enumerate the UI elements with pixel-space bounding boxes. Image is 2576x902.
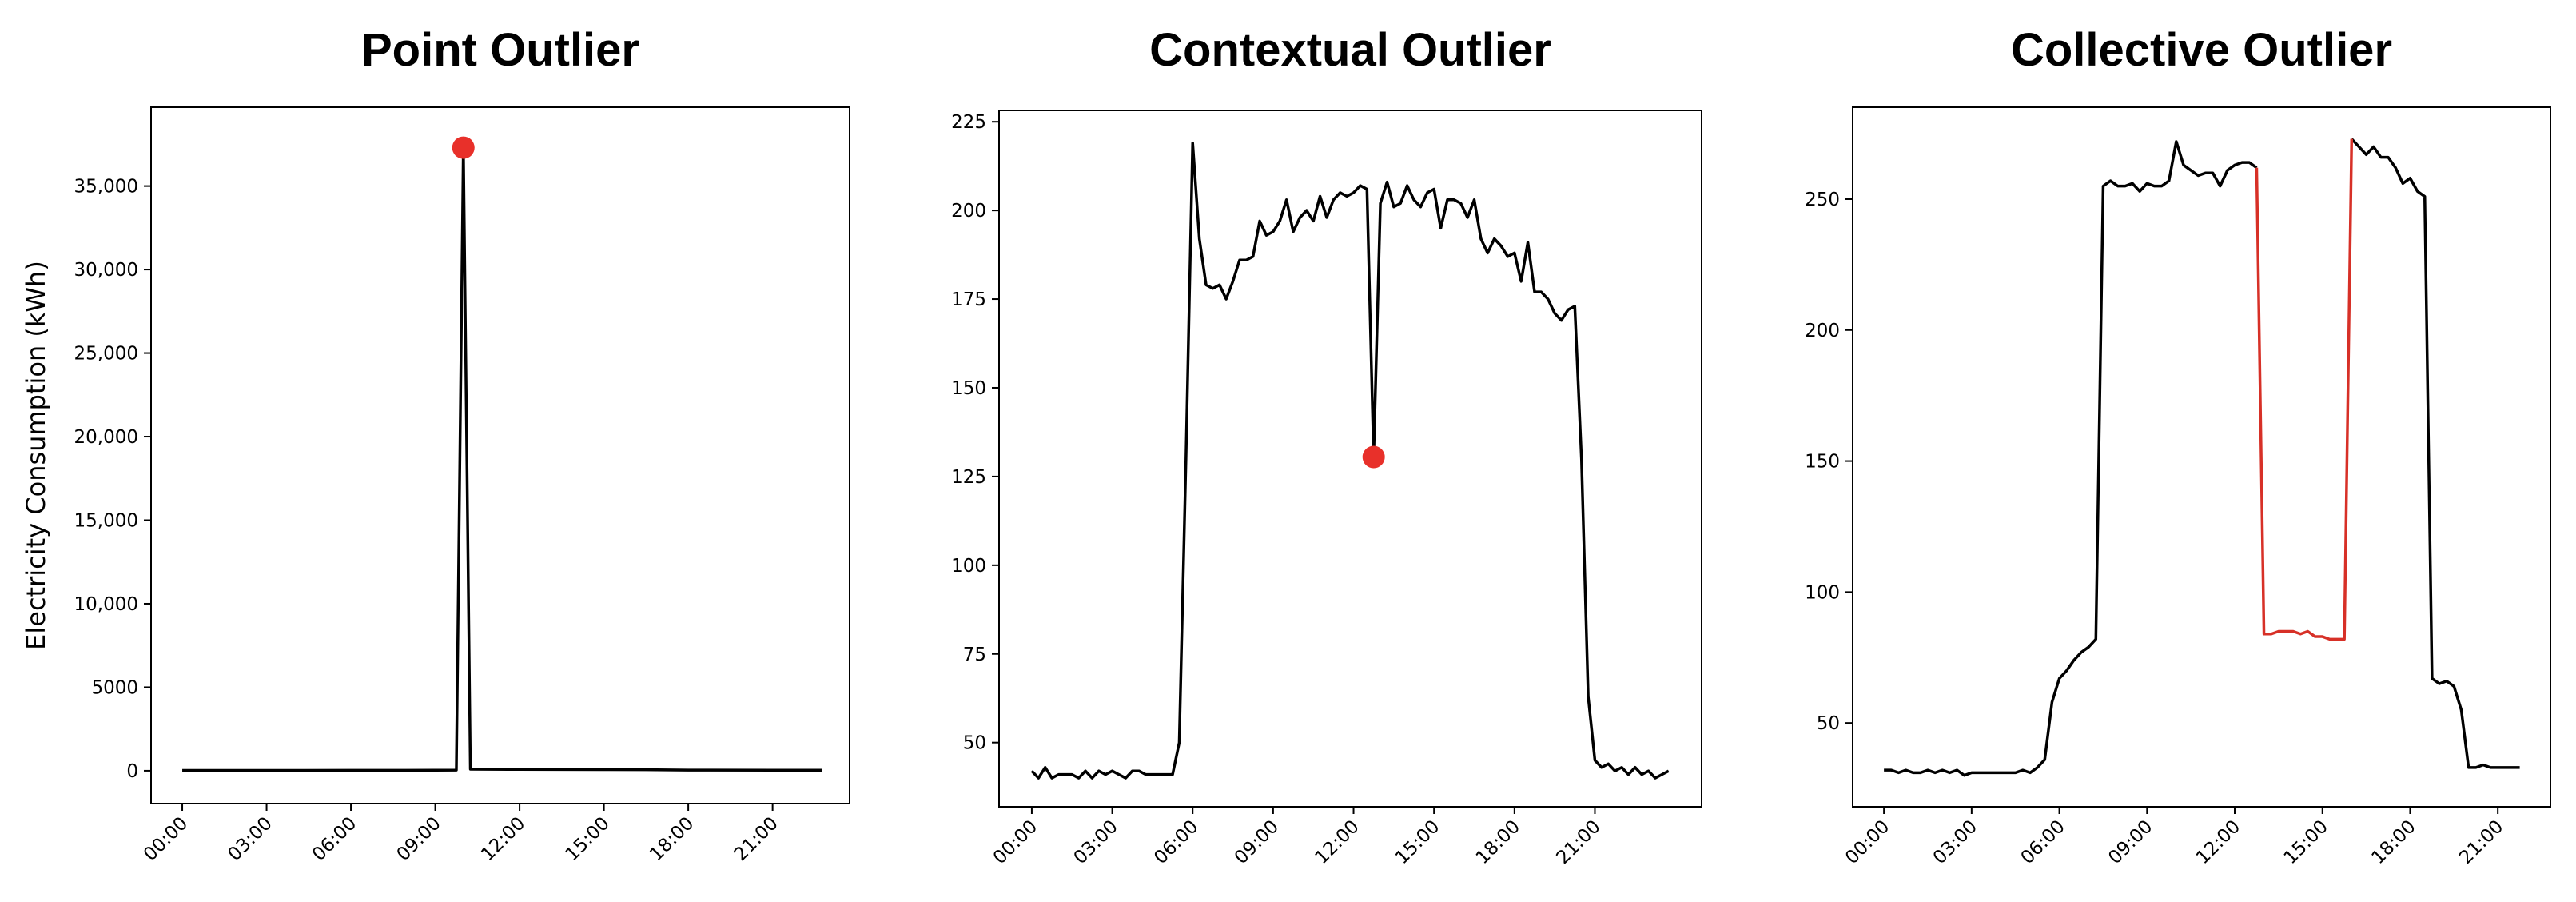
y-tick-label: 250 <box>1805 190 1840 210</box>
y-tick-label: 175 <box>951 289 986 310</box>
x-tick-label: 12:00 <box>1312 816 1364 868</box>
data-line <box>2255 138 2354 641</box>
y-tick-label: 75 <box>963 645 986 665</box>
y-tick-label: 0 <box>126 761 138 782</box>
x-tick-label: 15:00 <box>2280 816 2332 868</box>
x-tick-label: 03:00 <box>1070 816 1122 868</box>
x-tick-label: 18:00 <box>646 813 698 865</box>
y-tick-label: 30,000 <box>74 260 138 281</box>
y-tick-label: 200 <box>1805 321 1840 341</box>
plot-frame <box>998 110 1702 808</box>
y-tick-label: 100 <box>1805 582 1840 603</box>
y-tick-label: 25,000 <box>74 344 138 365</box>
y-tick-label: 15,000 <box>74 511 138 532</box>
y-axis-label: Electricity Consumption (kWh) <box>21 261 51 650</box>
x-tick-label: 21:00 <box>731 813 782 865</box>
y-tick-label: 100 <box>951 556 986 577</box>
x-tick-label: 12:00 <box>2192 816 2244 868</box>
x-tick-label: 15:00 <box>1392 816 1443 868</box>
chart-title: Contextual Outlier <box>1149 24 1551 76</box>
y-tick-label: 200 <box>951 201 986 222</box>
outlier-point <box>452 136 475 159</box>
x-tick-label: 15:00 <box>562 813 614 865</box>
x-tick-label: 21:00 <box>2455 816 2507 868</box>
data-line <box>182 146 822 772</box>
chart-title: Point Outlier <box>361 24 639 76</box>
x-tick-label: 18:00 <box>1472 816 1524 868</box>
y-tick-label: 225 <box>951 112 986 133</box>
plot-frame <box>150 106 850 804</box>
y-tick-label: 50 <box>1817 713 1840 734</box>
x-tick-label: 03:00 <box>225 813 277 865</box>
y-tick-label: 150 <box>951 378 986 399</box>
y-tick-label: 20,000 <box>74 427 138 448</box>
y-tick-label: 125 <box>951 467 986 488</box>
x-tick-label: 06:00 <box>2017 816 2069 868</box>
x-tick-label: 00:00 <box>1841 816 1893 868</box>
data-line <box>1884 138 2520 777</box>
chart-title: Collective Outlier <box>2011 24 2392 76</box>
x-tick-label: 09:00 <box>1231 816 1283 868</box>
x-tick-label: 06:00 <box>309 813 360 865</box>
x-tick-label: 18:00 <box>2367 816 2419 868</box>
data-line <box>1030 142 1670 780</box>
x-tick-label: 09:00 <box>393 813 445 865</box>
x-tick-label: 00:00 <box>989 816 1041 868</box>
x-tick-label: 21:00 <box>1552 816 1604 868</box>
x-tick-label: 00:00 <box>140 813 192 865</box>
x-tick-label: 09:00 <box>2104 816 2156 868</box>
x-tick-label: 12:00 <box>477 813 529 865</box>
y-tick-label: 5000 <box>91 677 138 698</box>
plot-frame <box>1852 106 2551 808</box>
y-tick-label: 50 <box>963 733 986 754</box>
y-tick-label: 10,000 <box>74 594 138 615</box>
y-tick-label: 35,000 <box>74 177 138 198</box>
y-tick-label: 150 <box>1805 452 1840 473</box>
x-tick-label: 06:00 <box>1150 816 1202 868</box>
x-tick-label: 03:00 <box>1929 816 1981 868</box>
outlier-point <box>1362 445 1385 469</box>
